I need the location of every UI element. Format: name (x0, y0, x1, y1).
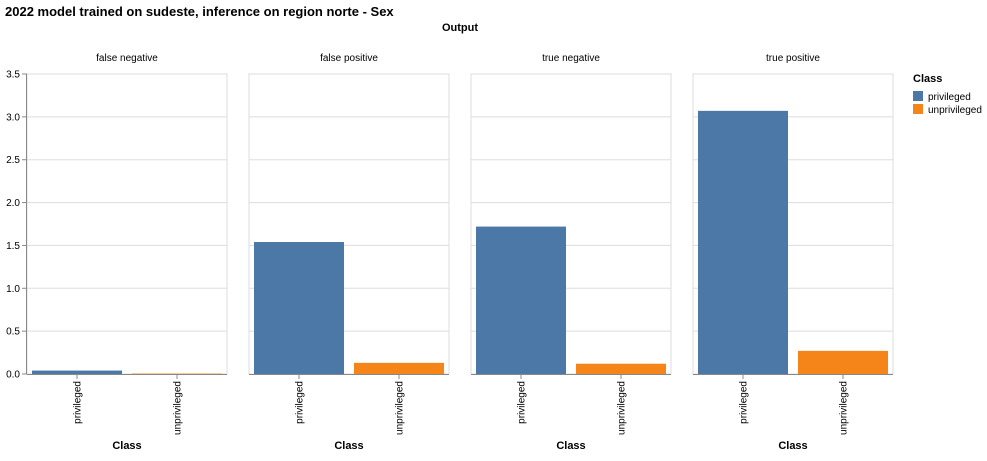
x-tick-label: privileged (73, 381, 84, 424)
y-axis: 0.0 0.5 1.0 1.5 2.0 2.5 3.0 3.5 (6, 70, 27, 381)
y-tick-label: 1.5 (6, 241, 20, 252)
bar (798, 350, 888, 374)
legend-label: privileged (928, 92, 971, 103)
y-tick-label: 0.5 (6, 327, 20, 338)
bar (576, 363, 666, 374)
facet-title: Output (442, 22, 478, 34)
x-tick-label: unprivileged (617, 381, 628, 435)
bar (32, 370, 122, 374)
legend-swatch (913, 104, 923, 114)
legend-label: unprivileged (928, 105, 982, 116)
y-tick-label: 3.0 (6, 112, 20, 123)
x-tick-label: privileged (517, 381, 528, 424)
legend-swatch (913, 91, 923, 101)
panel-header: false negative (96, 53, 158, 64)
bar (354, 362, 444, 374)
x-axis-title: Class (334, 440, 363, 452)
y-tick-label: 1.0 (6, 284, 20, 295)
panel-false-positive: privileged unprivileged false positive Clas… (248, 53, 450, 452)
legend: Class privileged unprivileged (913, 73, 982, 116)
panel-header: true positive (766, 53, 820, 64)
bar (132, 373, 222, 375)
x-tick-label: privileged (739, 381, 750, 424)
panel-header: false positive (320, 53, 378, 64)
panel-true-negative: privileged unprivileged true negative Class (470, 53, 672, 452)
panels: privileged unprivileged false negative Clas… (6, 53, 894, 452)
bar (254, 242, 344, 374)
y-tick-label: 2.0 (6, 198, 20, 209)
x-axis-title: Class (112, 440, 141, 452)
y-tick-label: 0.0 (6, 370, 20, 381)
y-tick-label: 3.5 (6, 70, 20, 81)
x-tick-label: unprivileged (839, 381, 850, 435)
y-tick-label: 2.5 (6, 155, 20, 166)
panel-true-positive: privileged unprivileged true positive Class (692, 53, 894, 452)
chart-title: 2022 model trained on sudeste, inference… (5, 4, 394, 19)
x-axis-title: Class (778, 440, 807, 452)
bar (698, 110, 788, 374)
panel-frame (26, 73, 228, 375)
x-axis-title: Class (556, 440, 585, 452)
bar (476, 226, 566, 374)
x-tick-label: unprivileged (173, 381, 184, 435)
x-tick-label: privileged (295, 381, 306, 424)
x-tick-label: unprivileged (395, 381, 406, 435)
legend-title: Class (913, 73, 942, 85)
panel-false-negative: privileged unprivileged false negative Clas… (26, 53, 228, 452)
panel-header: true negative (542, 53, 600, 64)
